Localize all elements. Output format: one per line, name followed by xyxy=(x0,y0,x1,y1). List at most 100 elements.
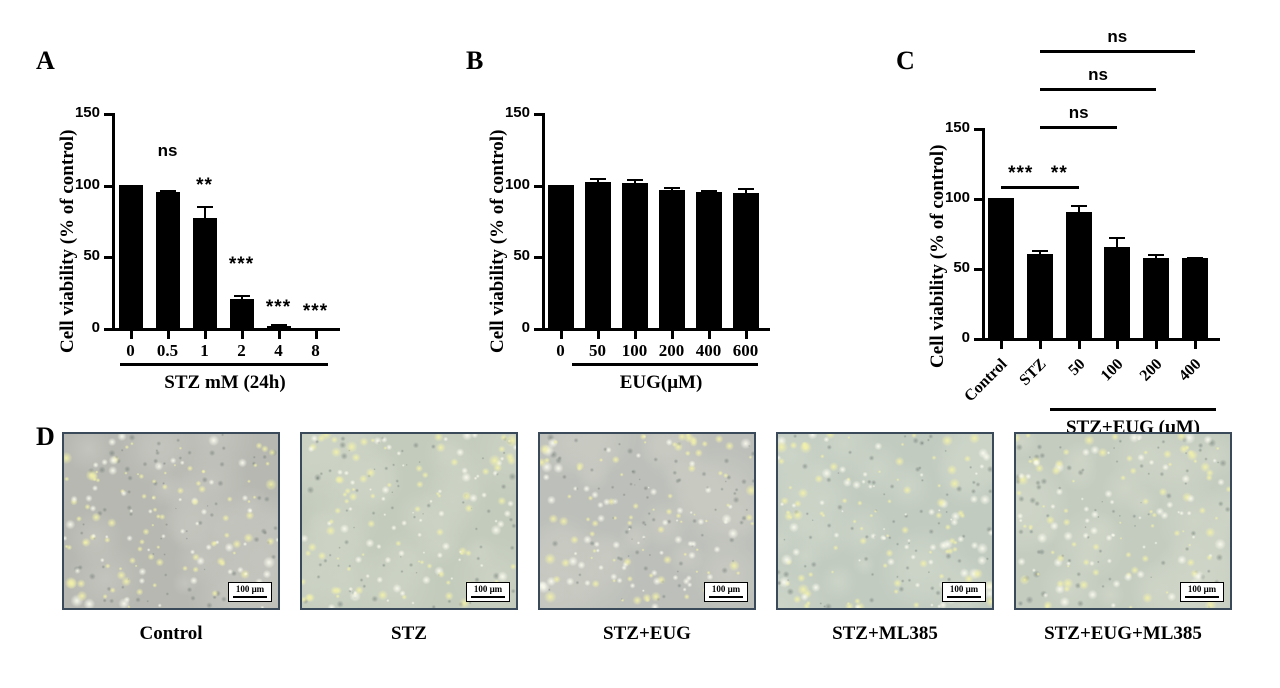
x-tick-label: 1 xyxy=(200,341,209,360)
micrograph-image xyxy=(540,434,754,608)
micrograph-image xyxy=(64,434,278,608)
y-tick-label: 150 xyxy=(944,119,970,136)
significance-marker: *** xyxy=(265,297,292,319)
scale-bar: 100 μm xyxy=(704,582,748,602)
y-tick xyxy=(104,256,112,260)
y-tick xyxy=(534,184,542,188)
x-tick-label: 100 xyxy=(621,341,648,360)
x-tick xyxy=(633,331,637,339)
y-axis-title: Cell viability (% of control) xyxy=(927,144,948,368)
x-axis xyxy=(542,328,770,331)
error-bar xyxy=(203,206,206,218)
error-bar-cap xyxy=(1070,205,1087,207)
error-bar xyxy=(1039,249,1041,254)
x-axis-title: EUG(μM) xyxy=(619,372,703,393)
comparison-label: ns xyxy=(1088,65,1108,84)
error-bar-cap xyxy=(270,324,287,327)
micrograph-1: 100 μm xyxy=(62,432,280,610)
x-group-bracket xyxy=(572,363,758,366)
comparison-label: ** xyxy=(1050,163,1068,184)
error-bar-cap xyxy=(1032,249,1048,252)
x-tick-label: 600 xyxy=(732,341,759,360)
micrograph-2: 100 μm xyxy=(300,432,518,610)
y-tick xyxy=(534,113,542,116)
y-tick-label: 50 xyxy=(83,247,100,265)
micrograph-caption: STZ xyxy=(391,623,427,644)
x-tick xyxy=(1116,341,1120,349)
error-bar-cap xyxy=(663,186,680,189)
bar xyxy=(1027,254,1053,338)
y-tick xyxy=(974,198,982,201)
y-tick-label: 100 xyxy=(74,175,100,193)
x-axis xyxy=(112,328,340,331)
bar xyxy=(658,190,685,328)
x-tick xyxy=(1155,341,1158,349)
error-bar-cap xyxy=(589,178,606,181)
x-tick xyxy=(1039,341,1042,349)
micrograph-caption: Control xyxy=(139,623,203,644)
micrograph-image xyxy=(1016,434,1230,608)
x-tick-label: 50 xyxy=(589,341,606,360)
scale-bar: 100 μm xyxy=(228,582,272,602)
x-group-bracket xyxy=(1050,408,1216,411)
y-tick-label: 150 xyxy=(74,104,100,121)
y-tick xyxy=(104,113,112,116)
error-bar-cap xyxy=(159,189,176,192)
scale-bar-line xyxy=(233,595,267,598)
x-axis xyxy=(982,338,1220,341)
error-bar-cap xyxy=(233,295,250,298)
x-tick xyxy=(166,331,170,339)
y-tick xyxy=(974,128,982,131)
y-tick xyxy=(974,268,982,271)
bar xyxy=(695,191,722,328)
x-tick-label: 0.5 xyxy=(156,341,179,360)
micrograph-3: 100 μm xyxy=(538,432,756,610)
x-tick xyxy=(203,331,207,339)
scale-bar: 100 μm xyxy=(466,582,510,602)
comparison-bracket xyxy=(1001,186,1040,189)
comparison-bracket xyxy=(1040,50,1195,53)
bar xyxy=(584,181,611,328)
x-tick-label: 0 xyxy=(556,341,565,360)
error-bar xyxy=(1116,237,1119,247)
error-bar-cap xyxy=(700,189,717,192)
y-tick-label: 50 xyxy=(953,259,970,276)
y-axis-title: Cell viability (% of control) xyxy=(487,129,508,353)
error-bar-cap xyxy=(1186,256,1203,259)
bar xyxy=(192,217,217,328)
x-tick-label: 8 xyxy=(311,341,320,360)
error-bar-cap xyxy=(1148,254,1164,256)
x-tick xyxy=(670,331,674,339)
x-axis-title: STZ mM (24h) xyxy=(164,372,286,393)
y-tick xyxy=(534,256,542,260)
y-axis xyxy=(112,113,115,331)
error-bar-cap xyxy=(196,206,213,209)
x-tick-label: 0 xyxy=(126,341,135,360)
micrograph-image xyxy=(302,434,516,608)
bar xyxy=(118,184,143,328)
chart-panel-b: 0 50 100 150 0 50 100 200 400 600 Cell viability (… xyxy=(487,95,830,392)
comparison-bracket xyxy=(1040,88,1156,91)
x-tick xyxy=(744,331,748,339)
panel-letter-b: B xyxy=(466,46,484,75)
chart-panel-c: 0 50 100 150 Control STZ 50 100 200 400 Cell viabi… xyxy=(920,28,1270,437)
y-tick-label: 100 xyxy=(504,175,530,193)
scale-bar: 100 μm xyxy=(1180,582,1224,602)
comparison-label: *** xyxy=(1008,163,1034,184)
significance-marker: ** xyxy=(196,175,213,197)
comparison-label: ns xyxy=(1107,27,1128,46)
micrograph-caption: STZ+ML385 xyxy=(832,623,938,644)
scale-bar-label: 100 μm xyxy=(711,584,741,595)
bar xyxy=(155,191,180,328)
x-tick-label: 200 xyxy=(658,341,685,360)
comparison-bracket xyxy=(1040,126,1118,129)
significance-marker: *** xyxy=(228,254,255,276)
x-group-bracket xyxy=(120,363,328,366)
panel-letter-c: C xyxy=(896,46,915,75)
error-bar xyxy=(633,178,636,184)
x-tick xyxy=(277,331,281,339)
scale-bar-line xyxy=(709,595,743,598)
scale-bar-label: 100 μm xyxy=(1187,584,1217,595)
x-tick-label: 2 xyxy=(237,341,246,360)
bar xyxy=(1065,212,1092,338)
